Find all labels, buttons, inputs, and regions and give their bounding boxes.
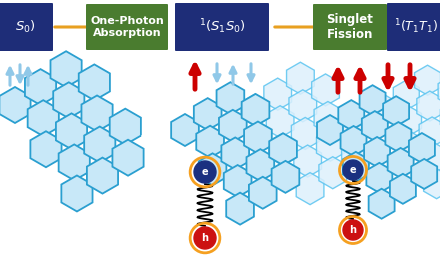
Polygon shape [338, 100, 364, 130]
Polygon shape [113, 140, 143, 176]
Circle shape [343, 160, 363, 180]
Polygon shape [28, 100, 59, 136]
Polygon shape [249, 177, 277, 209]
Polygon shape [216, 82, 244, 114]
Circle shape [343, 220, 363, 240]
Polygon shape [219, 110, 247, 142]
Polygon shape [53, 82, 84, 118]
Polygon shape [241, 94, 269, 126]
Polygon shape [56, 113, 87, 149]
Polygon shape [296, 173, 324, 205]
Polygon shape [438, 76, 440, 106]
Polygon shape [314, 102, 342, 134]
FancyBboxPatch shape [313, 4, 387, 50]
Polygon shape [246, 149, 274, 181]
Polygon shape [341, 141, 369, 173]
Polygon shape [59, 144, 90, 181]
Polygon shape [289, 90, 317, 122]
FancyBboxPatch shape [387, 3, 440, 51]
Polygon shape [362, 111, 388, 141]
Polygon shape [319, 157, 347, 189]
Polygon shape [317, 115, 343, 145]
Polygon shape [194, 98, 222, 130]
Polygon shape [424, 169, 440, 199]
Polygon shape [224, 165, 252, 197]
Polygon shape [269, 133, 297, 165]
Polygon shape [291, 117, 319, 149]
Polygon shape [372, 95, 398, 125]
Polygon shape [369, 189, 395, 219]
Polygon shape [87, 158, 118, 193]
Polygon shape [367, 163, 392, 193]
Text: h: h [349, 225, 356, 235]
Polygon shape [359, 85, 385, 115]
Polygon shape [84, 126, 115, 163]
Polygon shape [221, 137, 249, 169]
Polygon shape [242, 94, 269, 126]
Polygon shape [383, 96, 409, 126]
Polygon shape [226, 193, 254, 225]
Polygon shape [409, 133, 435, 163]
Polygon shape [393, 80, 419, 110]
Polygon shape [385, 122, 411, 152]
Polygon shape [388, 148, 414, 178]
Text: h: h [202, 233, 209, 243]
Polygon shape [51, 51, 82, 87]
Text: One-Photon
Absorption: One-Photon Absorption [90, 16, 164, 38]
Polygon shape [341, 126, 367, 156]
Circle shape [194, 161, 216, 183]
Text: $^1(S_1S_0)$: $^1(S_1S_0)$ [198, 18, 246, 36]
Polygon shape [316, 129, 344, 161]
Text: Singlet
Fission: Singlet Fission [326, 13, 374, 41]
Polygon shape [61, 176, 92, 211]
Polygon shape [271, 161, 299, 193]
Text: e: e [202, 167, 208, 177]
Polygon shape [171, 114, 199, 146]
Polygon shape [343, 152, 369, 182]
Polygon shape [264, 78, 292, 110]
Polygon shape [269, 133, 297, 165]
Polygon shape [414, 65, 440, 95]
Polygon shape [422, 143, 440, 173]
Polygon shape [419, 117, 440, 147]
Polygon shape [286, 62, 314, 94]
Polygon shape [196, 126, 224, 158]
FancyBboxPatch shape [86, 4, 168, 50]
Polygon shape [396, 106, 422, 136]
Polygon shape [110, 109, 141, 145]
Text: $S_0)$: $S_0)$ [15, 19, 35, 35]
Polygon shape [199, 153, 227, 185]
Polygon shape [339, 113, 367, 145]
Polygon shape [411, 159, 437, 189]
Circle shape [194, 227, 216, 249]
Polygon shape [79, 64, 110, 100]
Polygon shape [294, 145, 322, 177]
Polygon shape [30, 131, 62, 167]
Polygon shape [25, 69, 56, 105]
Text: e: e [350, 165, 356, 175]
FancyBboxPatch shape [175, 3, 269, 51]
Text: $^1(T_1T_1)$: $^1(T_1T_1)$ [394, 18, 438, 36]
Polygon shape [266, 106, 294, 138]
Polygon shape [390, 174, 416, 204]
FancyBboxPatch shape [0, 3, 53, 51]
Polygon shape [0, 87, 31, 123]
Polygon shape [81, 95, 113, 131]
Polygon shape [417, 91, 440, 121]
Polygon shape [398, 132, 424, 162]
Polygon shape [244, 121, 272, 153]
Polygon shape [312, 74, 339, 106]
Polygon shape [364, 137, 390, 167]
